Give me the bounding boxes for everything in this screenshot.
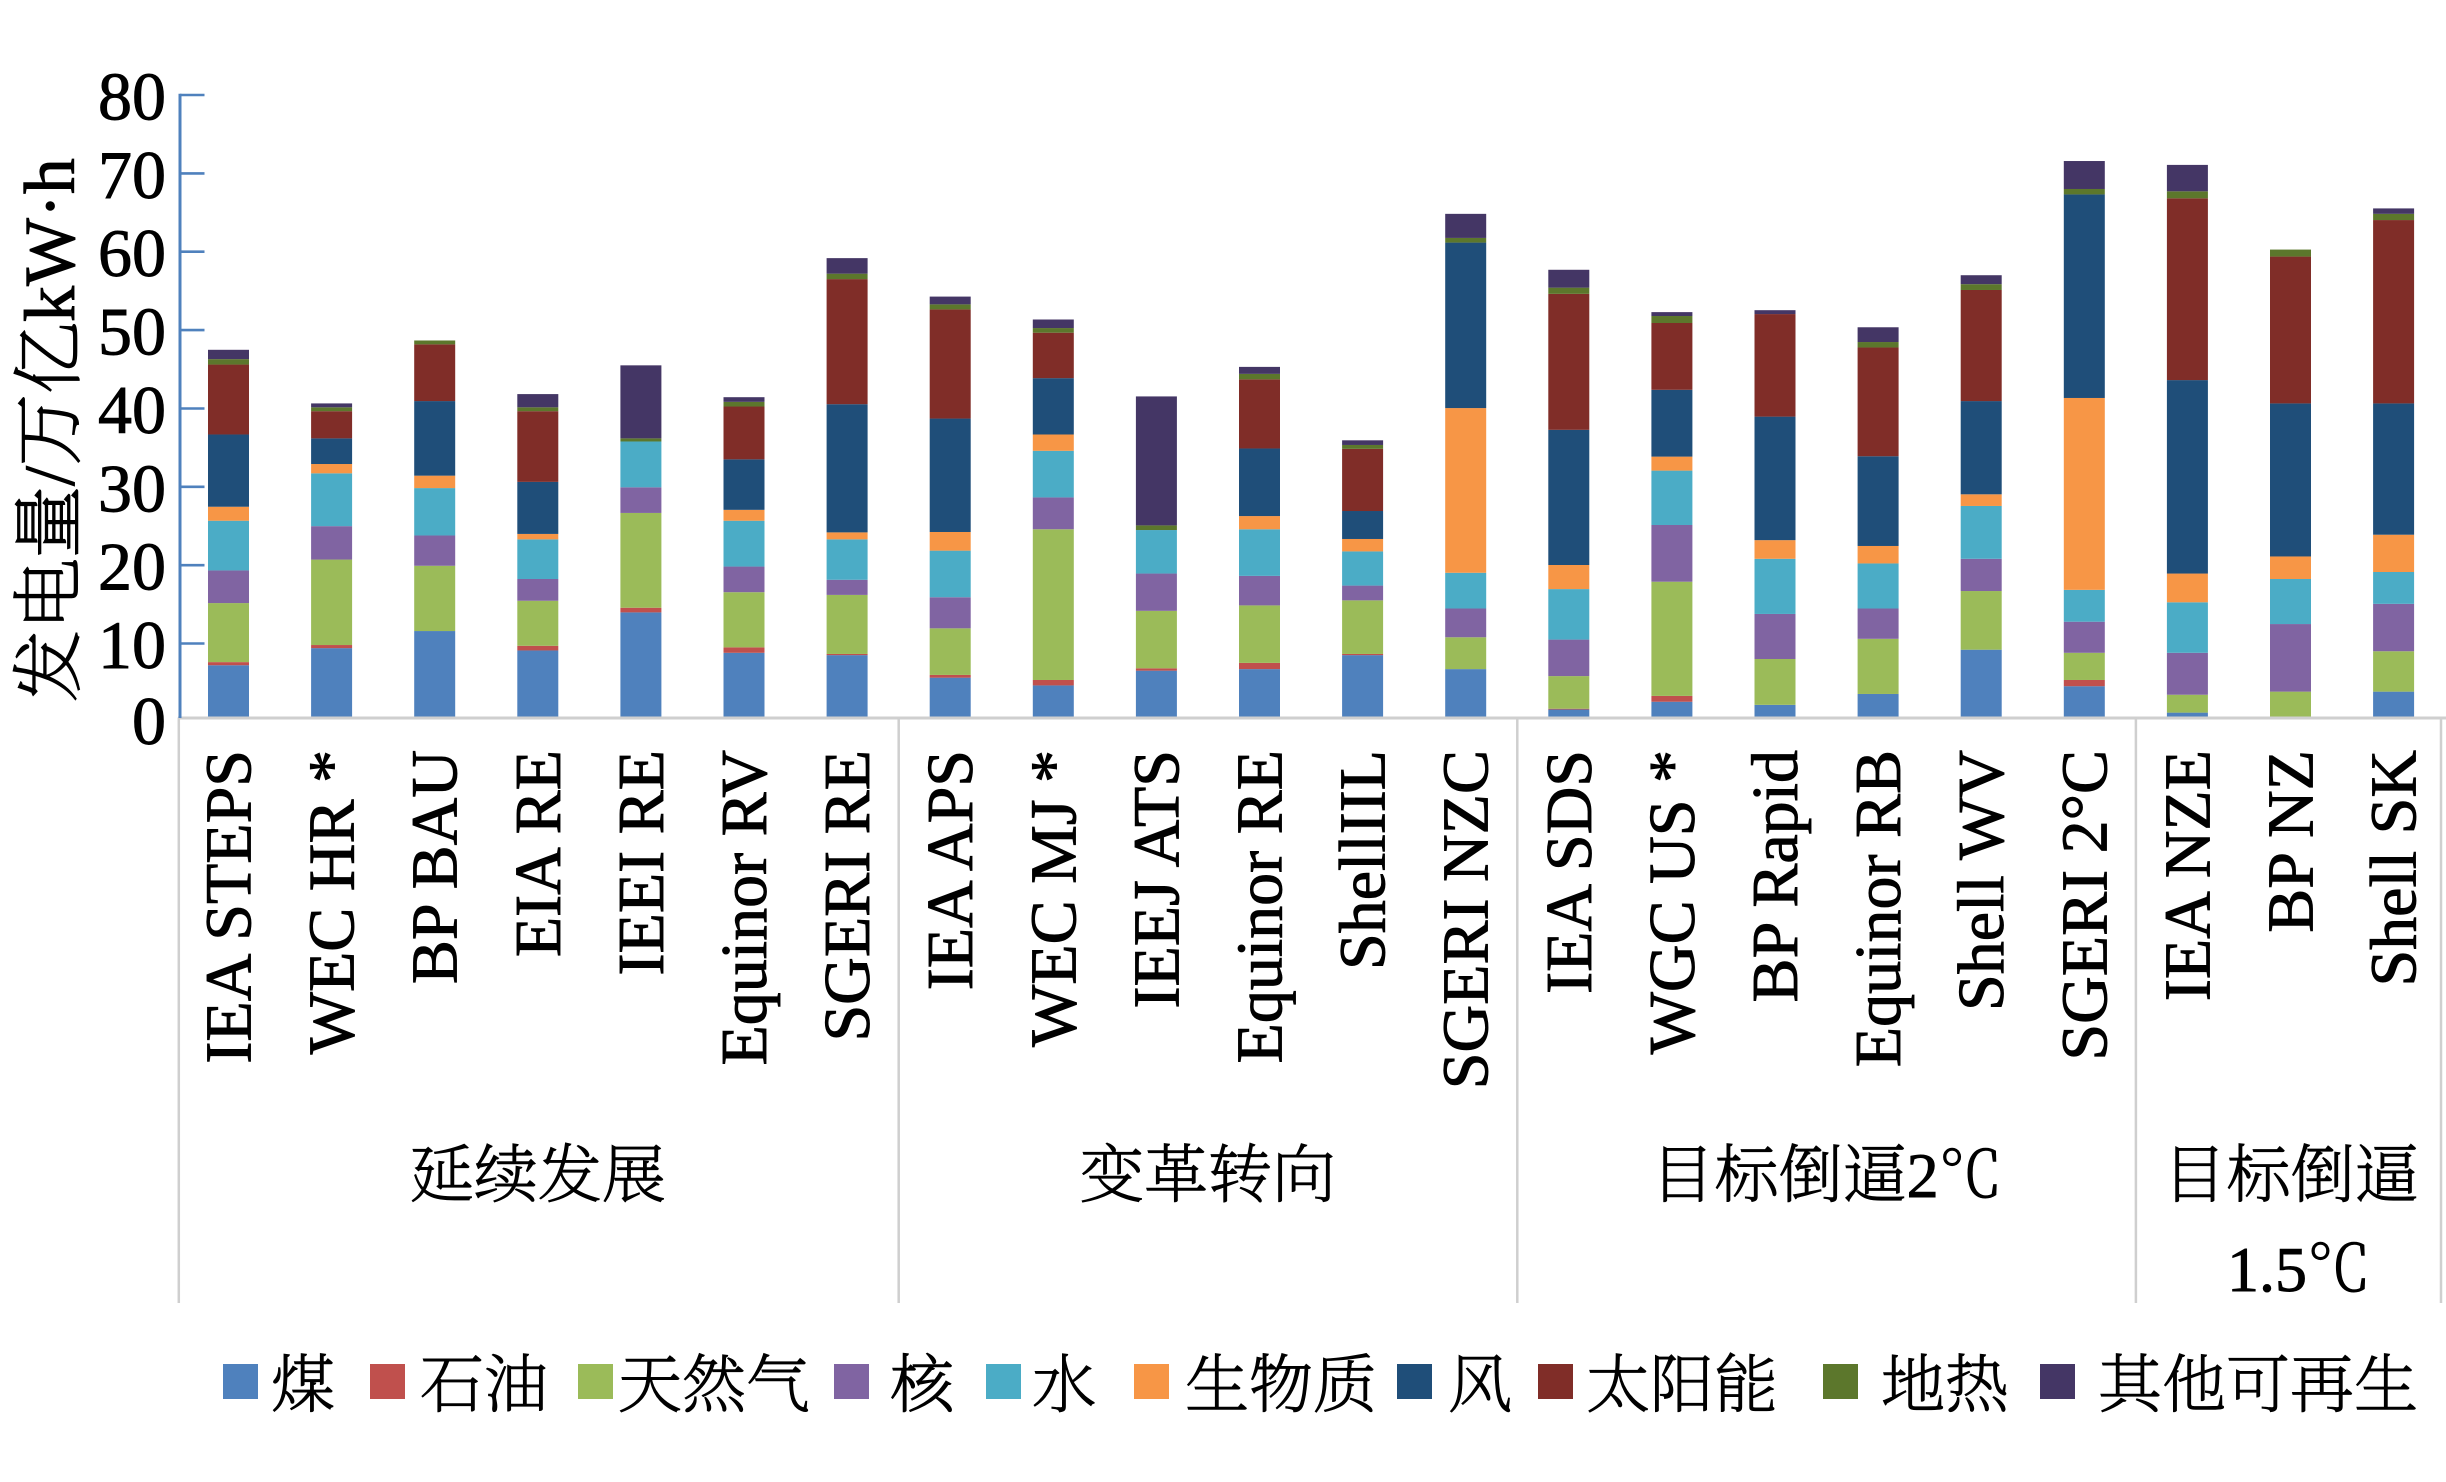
svg-text:80: 80 bbox=[98, 58, 166, 134]
svg-text:WEC MJ *: WEC MJ * bbox=[1017, 750, 1090, 1047]
svg-text:Equinor RB: Equinor RB bbox=[1842, 750, 1915, 1067]
svg-text:SGERI 2°C: SGERI 2°C bbox=[2048, 750, 2121, 1061]
svg-text:EIA RE: EIA RE bbox=[502, 750, 575, 957]
svg-text:IEA SDS: IEA SDS bbox=[1533, 750, 1606, 994]
svg-text:WEC HR *: WEC HR * bbox=[296, 750, 369, 1054]
svg-text:ShellIIL: ShellIIL bbox=[1327, 750, 1400, 970]
svg-text:WGC US *: WGC US * bbox=[1636, 750, 1709, 1054]
svg-text:IEA NZE: IEA NZE bbox=[2151, 750, 2224, 1001]
svg-text:SGERI RE: SGERI RE bbox=[811, 750, 884, 1042]
svg-text:1.5: 1.5 bbox=[2227, 1234, 2307, 1305]
svg-text:IEEJ ATS: IEEJ ATS bbox=[1120, 750, 1193, 1009]
svg-text:40: 40 bbox=[98, 372, 166, 448]
svg-text:10: 10 bbox=[98, 607, 166, 683]
svg-text:kW·h: kW·h bbox=[10, 158, 90, 322]
svg-text:IEEI RE: IEEI RE bbox=[605, 750, 678, 975]
svg-text:IEA APS: IEA APS bbox=[914, 750, 987, 990]
svg-text:60: 60 bbox=[98, 215, 166, 291]
svg-text:Shell SK: Shell SK bbox=[2358, 750, 2431, 987]
svg-text:2: 2 bbox=[1907, 1140, 1939, 1211]
svg-text:IEA STEPS: IEA STEPS bbox=[193, 750, 266, 1064]
svg-text:0: 0 bbox=[132, 683, 166, 759]
svg-text:Shell WV: Shell WV bbox=[1945, 750, 2018, 1011]
svg-text:Equinor RV: Equinor RV bbox=[708, 750, 781, 1066]
svg-text:Equinor RE: Equinor RE bbox=[1224, 750, 1297, 1063]
svg-text:20: 20 bbox=[98, 529, 166, 605]
svg-text:BP NZ: BP NZ bbox=[2255, 750, 2328, 933]
svg-text:BP Rapid: BP Rapid bbox=[1739, 750, 1812, 1002]
svg-text:70: 70 bbox=[98, 137, 166, 213]
svg-text:50: 50 bbox=[98, 294, 166, 370]
svg-text:/: / bbox=[10, 466, 90, 486]
svg-text:30: 30 bbox=[98, 450, 166, 526]
svg-text:SGERI NZC: SGERI NZC bbox=[1430, 750, 1503, 1089]
svg-text:BP BAU: BP BAU bbox=[399, 750, 472, 984]
